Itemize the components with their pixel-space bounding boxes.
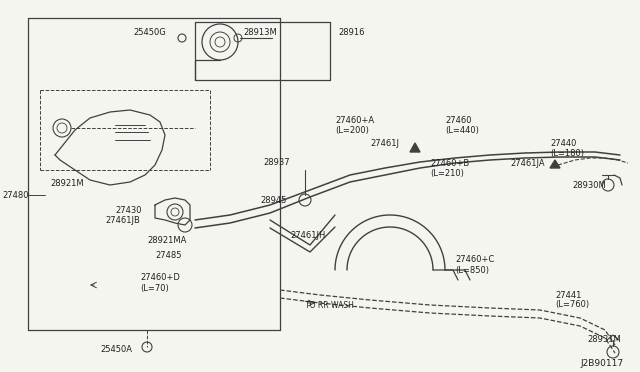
Text: (L=210): (L=210) (430, 169, 464, 177)
Text: 25450G: 25450G (133, 28, 166, 36)
Text: 28921MA: 28921MA (147, 235, 186, 244)
Text: 27440: 27440 (550, 138, 577, 148)
Text: 27460+B: 27460+B (430, 158, 469, 167)
Text: 27460+A: 27460+A (335, 115, 374, 125)
Text: 27460+C: 27460+C (455, 256, 494, 264)
Text: 28916: 28916 (338, 28, 365, 36)
Text: 27460: 27460 (445, 115, 472, 125)
Text: 27460+D: 27460+D (140, 273, 180, 282)
Text: 27485: 27485 (155, 250, 182, 260)
Text: (L=440): (L=440) (445, 125, 479, 135)
Text: (L=200): (L=200) (335, 125, 369, 135)
Polygon shape (410, 143, 420, 152)
Text: 27480: 27480 (2, 190, 29, 199)
Text: 28921M: 28921M (50, 179, 84, 187)
Text: 28937: 28937 (263, 157, 290, 167)
Text: (L=850): (L=850) (455, 266, 489, 275)
Text: 27461JA: 27461JA (510, 158, 545, 167)
Text: 27441: 27441 (555, 291, 581, 299)
Text: 28931M: 28931M (587, 336, 621, 344)
Polygon shape (550, 160, 560, 168)
Text: 25450A: 25450A (100, 346, 132, 355)
Text: TO RR WASH: TO RR WASH (305, 301, 354, 310)
Text: (L=760): (L=760) (555, 301, 589, 310)
Text: 27461J: 27461J (370, 138, 399, 148)
Text: 28913M: 28913M (243, 28, 276, 36)
Text: 27461JH: 27461JH (290, 231, 325, 240)
Text: 28930M: 28930M (572, 180, 605, 189)
Text: (L=70): (L=70) (140, 283, 169, 292)
Text: (L=180): (L=180) (550, 148, 584, 157)
Text: 27461JB: 27461JB (105, 215, 140, 224)
Text: 28945: 28945 (260, 196, 286, 205)
Text: J2B90117: J2B90117 (580, 359, 623, 368)
Text: 27430: 27430 (115, 205, 141, 215)
